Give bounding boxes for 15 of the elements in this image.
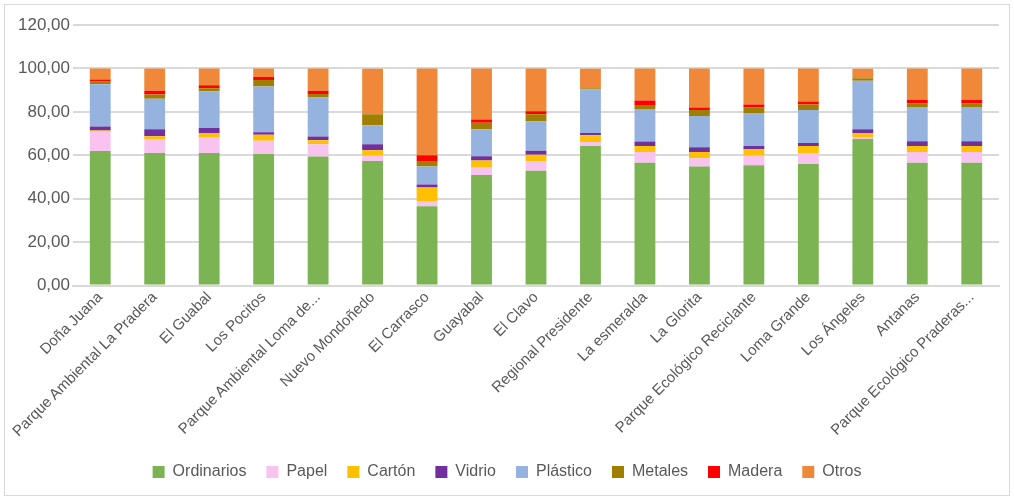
legend-label: Ordinarios bbox=[172, 462, 247, 480]
legend-label: Metales bbox=[632, 462, 689, 480]
legend-label: Vidrio bbox=[455, 462, 497, 480]
legend-label: Papel bbox=[286, 462, 328, 480]
legend-label: Madera bbox=[728, 462, 783, 480]
y-tick-label: 120,00 bbox=[18, 14, 70, 34]
y-tick-label: 20,00 bbox=[27, 231, 70, 251]
y-tick-label: 0,00 bbox=[36, 275, 70, 295]
legend-label: Cartón bbox=[367, 462, 416, 480]
y-tick-label: 60,00 bbox=[27, 144, 70, 164]
y-tick-label: 80,00 bbox=[27, 101, 70, 121]
legend-label: Plástico bbox=[535, 462, 593, 480]
legend-label: Otros bbox=[822, 462, 862, 480]
y-tick-label: 100,00 bbox=[18, 58, 70, 78]
y-tick-label: 40,00 bbox=[27, 188, 70, 208]
